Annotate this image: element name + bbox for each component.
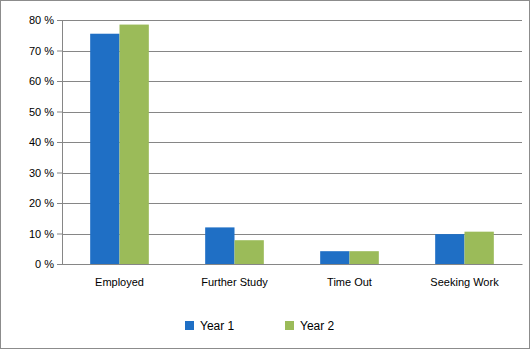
y-tick: 50 % — [29, 106, 62, 118]
y-tick: 60 % — [29, 75, 62, 87]
y-axis-line — [62, 21, 63, 265]
y-tick-mark — [57, 203, 62, 204]
x-tick: Time Out — [327, 276, 372, 288]
bar — [465, 232, 494, 264]
legend-label: Year 2 — [300, 319, 335, 333]
y-tick-label: 0 % — [35, 258, 54, 270]
legend-item: Year 1 — [185, 319, 235, 333]
y-tick-mark — [57, 173, 62, 174]
y-tick-label: 50 % — [29, 106, 54, 118]
chart: 0 % 10 % 20 % 30 % 40 % 50 % 60 % 70 % 80 % Emplo… — [0, 0, 530, 349]
chart-frame — [1, 1, 530, 349]
legend-label: Year 1 — [200, 319, 235, 333]
y-tick-mark — [57, 20, 62, 21]
bar — [435, 234, 464, 264]
x-tick-label: Further Study — [201, 276, 268, 288]
y-tick-mark — [57, 142, 62, 143]
y-tick: 0 % — [35, 258, 62, 270]
x-tick-label: Time Out — [327, 276, 372, 288]
y-tick-mark — [57, 112, 62, 113]
y-tick-label: 70 % — [29, 45, 54, 57]
y-tick: 70 % — [29, 45, 62, 57]
y-tick: 80 % — [29, 14, 62, 26]
x-axis-line — [63, 264, 523, 265]
y-tick-mark — [57, 264, 62, 265]
y-tick-label: 10 % — [29, 228, 54, 240]
y-tick-mark — [57, 81, 62, 82]
legend: Year 1 Year 2 — [185, 319, 335, 333]
y-tick-mark — [57, 51, 62, 52]
y-axis: 0 % 10 % 20 % 30 % 40 % 50 % 60 % 70 % 80 % — [29, 14, 63, 270]
bar — [205, 227, 234, 264]
y-tick: 10 % — [29, 228, 62, 240]
x-tick-label: Seeking Work — [430, 276, 499, 288]
y-tick-label: 30 % — [29, 167, 54, 179]
bars — [90, 25, 494, 264]
y-tick: 20 % — [29, 197, 62, 209]
x-axis: Employed Further Study Time Out Seeking Wor… — [63, 265, 523, 288]
y-tick-label: 20 % — [29, 197, 54, 209]
legend-swatch — [285, 321, 294, 330]
bar — [235, 240, 264, 264]
x-tick: Seeking Work — [430, 276, 499, 288]
y-tick: 40 % — [29, 136, 62, 148]
bar — [350, 251, 379, 264]
bar — [90, 34, 119, 264]
y-tick-mark — [57, 234, 62, 235]
x-tick-label: Employed — [95, 276, 144, 288]
y-tick: 30 % — [29, 167, 62, 179]
legend-swatch — [185, 321, 194, 330]
y-tick-label: 40 % — [29, 136, 54, 148]
y-tick-label: 60 % — [29, 75, 54, 87]
x-tick: Employed — [95, 276, 144, 288]
legend-item: Year 2 — [285, 319, 335, 333]
grid-line — [62, 20, 522, 21]
y-tick-label: 80 % — [29, 14, 54, 26]
bar — [120, 25, 149, 264]
plot-area: 0 % 10 % 20 % 30 % 40 % 50 % 60 % 70 % 80 % Emplo… — [29, 14, 523, 288]
grid — [62, 21, 522, 265]
x-tick: Further Study — [201, 276, 268, 288]
bar — [320, 251, 349, 264]
grid-line — [62, 264, 522, 265]
